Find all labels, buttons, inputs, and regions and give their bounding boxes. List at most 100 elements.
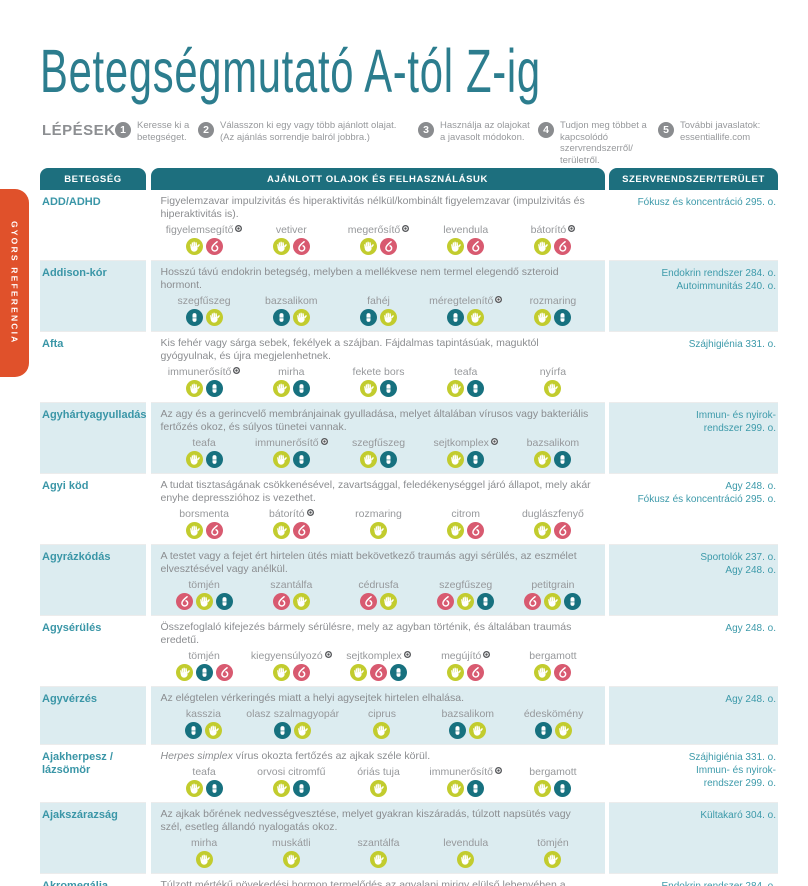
oil-usage-icons [248,451,335,468]
hand-icon [350,664,367,681]
capsule-icon [185,309,203,326]
hand-icon [534,780,552,797]
oil-name: immunerősítő [161,366,248,378]
oil-name-text: sejtkomplex [346,650,402,662]
oil-name-text: rozmaring [355,508,402,520]
oil-name: kiegyensúlyozó [248,650,335,662]
table-row: ADD/ADHD Figyelemzavar impulzivitás és hi… [40,190,778,260]
oil-item: immunerősítő [422,766,509,797]
oil-name: szegfűszeg [422,579,509,591]
oil-item: borsmenta [161,508,248,539]
system-page-reference: Sportolók 237. o. [700,552,776,563]
disease-name: Agyhártyagyulladás [40,402,147,473]
oil-item: muskátli [248,837,335,868]
disease-description: A tudat tisztaságának csökkenésével, zav… [161,479,597,505]
oil-name-text: szantálfa [357,837,400,849]
oil-name: olasz szalmagyopár [246,708,339,720]
oil-item: immunerősítő [161,366,248,397]
aroma-icon [292,522,310,539]
oil-item: levendula [422,837,509,868]
header-disease: BETEGSÉG [40,168,146,190]
table-row: Ajakszárazság Az ajkak bőrének nedvességv… [40,802,778,873]
oil-name: megerősítő [335,224,422,236]
hand-icon [467,309,485,326]
hand-icon [360,238,377,255]
oil-usage-icons [335,851,422,868]
aroma-icon [370,664,387,681]
oil-item: kasszia [161,708,247,739]
oils-cell: Herpes simplex vírus okozta fertőzés az … [150,744,605,802]
oil-name: bazsalikom [425,708,511,720]
oil-usage-icons [335,593,422,610]
hand-icon [534,664,552,681]
oil-item: fahéj [335,295,422,326]
aroma-icon [467,664,485,681]
oil-name: borsmenta [161,508,248,520]
capsule-icon [205,380,223,397]
aroma-icon [292,664,310,681]
oil-name-text: bátorító [530,224,567,236]
oil-item: citrom [422,508,509,539]
oil-name: méregtelenítő [422,295,509,307]
hand-icon [360,380,377,397]
hand-icon [447,451,465,468]
blend-marker-icon [483,651,491,658]
aroma-icon [467,238,485,255]
oil-name: szegfűszeg [161,295,248,307]
oil-usage-icons [248,851,335,868]
oil-name: tömjén [509,837,596,849]
oil-name-text: figyelemsegítő [165,224,234,236]
oil-name: bátorító [248,508,335,520]
hand-icon [370,780,387,797]
oil-usage-icons [248,309,335,326]
step-number-badge: 5 [658,122,674,138]
hand-icon [373,722,391,739]
oil-usage-icons [509,593,596,610]
oil-name-text: sejtkomplex [433,437,489,449]
oil-name: sejtkomplex [335,650,422,662]
aroma-icon [380,238,397,255]
step-text: További javaslatok: essentiallife.com [680,120,761,143]
oil-name-text: immunerősítő [255,437,319,449]
disease-name: Ajakherpesz / lázsömör [40,744,146,802]
oil-name-text: vetiver [275,224,307,236]
oil-name-text: szegfűszeg [177,295,231,307]
blend-marker-icon [490,438,498,445]
oil-name-text: bergamott [529,766,577,778]
oil-name: sejtkomplex [422,437,509,449]
oil-usage-icons [422,309,509,326]
capsule-icon [292,451,310,468]
oil-usage-icons [161,522,248,539]
oil-usage-icons [246,722,339,739]
oil-name: fekete bors [335,366,422,378]
oil-name: figyelemsegítő [161,224,248,236]
capsule-icon [360,309,377,326]
capsule-icon [449,722,467,739]
hand-icon [292,593,310,610]
refs-cell: Immun- és nyirok-rendszer 299. o. [609,402,778,473]
oil-list: teafa immunerősítő szegfűszeg sejtkomplex ba… [161,437,597,468]
oil-item: teafa [422,366,509,397]
oil-name-text: méregtelenítő [429,295,494,307]
oil-name: szantálfa [248,579,335,591]
oil-item: mirha [248,366,335,397]
oil-usage-icons [248,780,335,797]
step-item: 3 Használja az olajokat a javasolt módok… [418,120,532,143]
oil-name: vetiver [248,224,335,236]
disease-description: Kis fehér vagy sárga sebek, fekélyek a s… [161,337,597,363]
header-oils: AJÁNLOTT OLAJOK ÉS FELHASZNÁLÁSUK [150,168,605,190]
oil-name-text: teafa [454,366,478,378]
oil-name-text: olasz szalmagyopár [246,708,340,720]
system-page-reference: Agy 248. o. [725,565,776,576]
refs-cell: Agy 248. o. [609,686,778,744]
oil-usage-icons [422,451,509,468]
oil-name-text: citrom [451,508,480,520]
hand-icon [370,851,387,868]
hand-icon [447,780,465,797]
oil-name-text: fekete bors [352,366,405,378]
refs-cell: Kültakaró 304. o. [609,802,778,873]
oil-name: duglászfenyő [509,508,596,520]
oil-item: bergamott [509,766,596,797]
oil-item: petitgrain [509,579,596,610]
description-text: A tudat tisztaságának csökkenésével, zav… [160,479,591,504]
